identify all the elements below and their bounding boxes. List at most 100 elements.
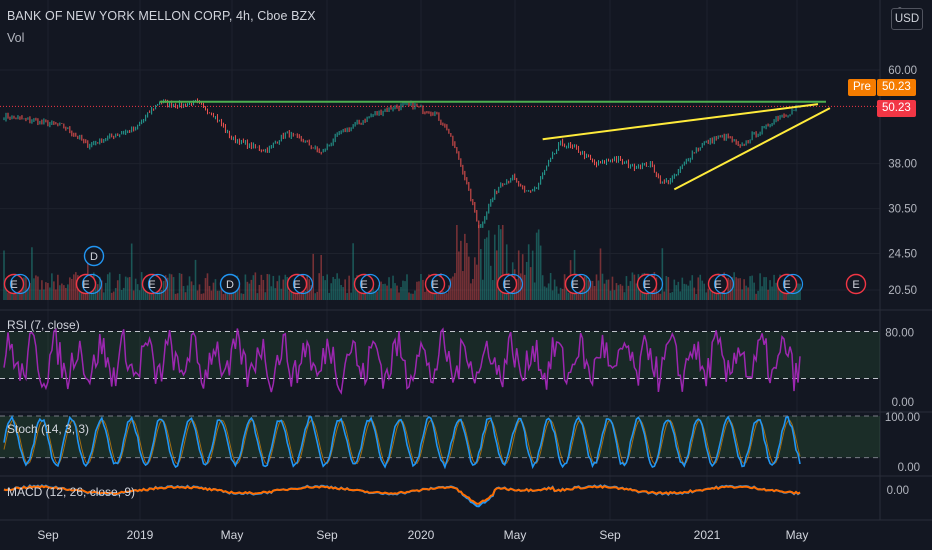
volume-bar [334,278,336,300]
volume-bar [595,274,598,300]
volume-bar [679,291,682,300]
volume-bar [501,225,504,300]
dividend-marker-ring[interactable] [430,273,452,295]
event-marker[interactable] [564,273,586,295]
event-marker[interactable] [776,273,798,295]
volume-bar [791,293,793,300]
event-marker[interactable] [3,273,25,295]
drawing-overlays[interactable] [0,100,880,191]
volume-bar [214,279,217,300]
volume-bar [328,292,330,300]
volume-bar [340,285,342,300]
volume-bar [144,284,147,300]
macd-tick-label: 0.00 [887,485,909,497]
volume-bar [727,277,729,300]
volume-bar [31,247,33,300]
volume-bar [29,283,31,300]
volume-bar [631,272,634,300]
dividend-marker-ring[interactable] [147,273,169,295]
volume-bar [539,245,542,300]
macd-legend[interactable]: MACD (12, 26, close, 9) [7,485,136,499]
volume-bar [37,276,39,300]
volume-bar [246,281,249,300]
volume-bar [617,285,620,300]
volume-bar [639,287,642,300]
volume-bar [190,281,193,300]
rsi-legend[interactable]: RSI (7, close) [7,318,80,332]
volume-bar [73,274,75,300]
volume-bar [771,286,773,300]
volume-bar [216,290,219,300]
dividend-marker-ring[interactable] [713,273,735,295]
volume-bar [202,293,205,300]
dividend-marker-ring[interactable] [782,273,804,295]
event-marker[interactable] [75,273,97,295]
event-marker[interactable] [286,273,308,295]
dividend-marker-ring[interactable] [359,273,381,295]
dividend-marker-ring[interactable] [9,273,31,295]
volume-bar [67,284,69,300]
volume-bar [462,271,464,300]
volume-bar [489,265,492,300]
volume-bar [23,277,25,300]
volume-bar [182,286,185,300]
volume-bar [755,293,757,300]
volume-bar [446,293,448,300]
volume-bar [374,291,376,300]
event-marker[interactable] [636,273,658,295]
volume-bar [707,288,710,300]
volume-bar [35,275,37,300]
volume-bar [336,273,338,300]
event-marker[interactable] [141,273,163,295]
volume-bar [268,274,271,300]
stoch-legend[interactable]: Stoch (14, 3, 3) [7,422,90,436]
volume-bar [230,290,233,300]
lower-trend-line[interactable] [673,107,831,191]
event-marker[interactable] [707,273,729,295]
volume-bar [43,289,45,300]
event-marker[interactable] [496,273,518,295]
volume-bar [130,243,133,300]
dividend-marker-ring[interactable] [292,273,314,295]
volume-bar [262,279,265,300]
volume-bar [689,280,692,300]
earnings-event-markers[interactable]: E E E D E E E E E E E E E D [3,245,872,295]
volume-bar [773,274,775,300]
volume-bar [316,291,319,300]
pre-market-tag: Pre [848,79,876,96]
volume-bar [418,281,420,300]
event-marker[interactable] [845,273,867,295]
volume-bar [711,287,714,300]
volume-bar [635,283,638,300]
volume-bar [472,278,474,300]
volume-bar [589,280,592,300]
volume-bar [69,277,71,300]
event-marker[interactable] [353,273,375,295]
event-marker[interactable] [219,273,241,295]
volume-bar [366,293,368,300]
volume-bar [370,288,372,300]
dividend-marker-ring[interactable] [642,273,664,295]
dividend-marker-ring[interactable] [502,273,524,295]
event-marker[interactable] [424,273,446,295]
volume-bar [799,283,801,300]
volume-bar [124,276,127,300]
upper-trend-line[interactable] [542,103,819,141]
volume-bar [71,278,73,300]
volume-bar [280,288,283,300]
volume-bar [244,274,247,300]
volume-bar [709,287,712,300]
dividend-marker-ring[interactable] [81,273,103,295]
volume-bar [745,285,747,300]
volume-bar [619,284,622,300]
dividend-marker[interactable] [83,245,105,267]
volume-bar [39,289,41,300]
dividend-marker-ring[interactable] [570,273,592,295]
volume-bar [304,290,307,300]
volume-bar [549,272,552,300]
volume-bar [743,279,745,300]
volume-bar [404,281,406,300]
event-letter: E [82,279,89,291]
currency-button[interactable]: USD [891,8,923,30]
